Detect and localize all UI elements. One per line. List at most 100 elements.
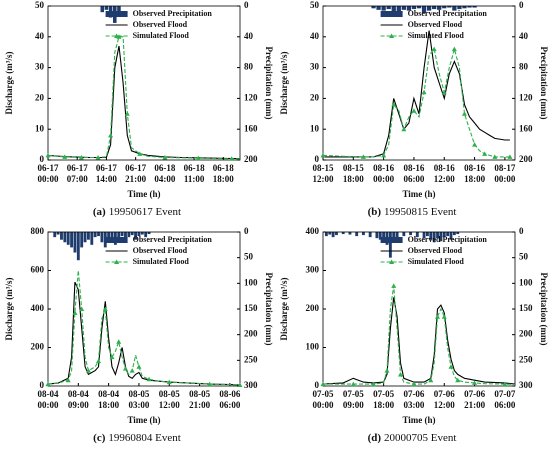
sim-marker bbox=[129, 368, 135, 373]
precip-bar bbox=[422, 232, 426, 239]
precip-bar bbox=[137, 232, 141, 237]
y2-tick-label: 200 bbox=[519, 329, 533, 339]
sim-marker bbox=[360, 154, 366, 159]
sim-marker bbox=[195, 155, 201, 161]
y2-tick-label: 160 bbox=[519, 123, 533, 133]
y-axis-title: Discharge (m³/s) bbox=[279, 278, 289, 341]
precip-bar bbox=[86, 232, 90, 240]
precip-bar bbox=[60, 232, 63, 240]
sim-marker bbox=[492, 154, 498, 159]
sim-marker bbox=[45, 381, 51, 387]
sim-marker bbox=[162, 155, 168, 160]
plot-frame bbox=[47, 5, 241, 161]
sim-marker bbox=[122, 366, 128, 371]
legend-label: Observed Precipitation bbox=[133, 235, 213, 244]
precip-bar bbox=[341, 232, 345, 235]
y2-tick-label: 0 bbox=[519, 0, 524, 10]
caption: (a) 19950617 Event bbox=[93, 206, 181, 218]
sim-marker bbox=[79, 306, 85, 311]
panel-label: (b) bbox=[368, 206, 382, 218]
sim-marker bbox=[229, 156, 235, 161]
y2-tick-label: 200 bbox=[244, 154, 258, 164]
y-axis-title: Discharge (m³/s) bbox=[4, 52, 14, 115]
x-tick-label: 08-15 12:00 bbox=[313, 163, 334, 184]
precip-bar bbox=[73, 232, 77, 253]
precip-bar bbox=[396, 6, 401, 12]
precip-bar bbox=[402, 232, 406, 237]
precip-bar bbox=[335, 232, 338, 236]
simulated-line bbox=[323, 285, 516, 386]
sim-marker bbox=[62, 154, 68, 159]
precip-bar bbox=[446, 232, 450, 237]
panel: 0 200 400 600 800 0 50 100 150 200 250 300 08-04 00:0… bbox=[4, 226, 274, 443]
y-tick-label: 800 bbox=[31, 226, 45, 236]
sim-marker bbox=[381, 152, 387, 158]
y2-tick-label: 300 bbox=[244, 380, 258, 390]
legend-label: Simulated Flood bbox=[408, 257, 465, 266]
y-tick-label: 30 bbox=[310, 62, 320, 72]
y-tick-label: 10 bbox=[35, 123, 45, 133]
precip-bar bbox=[97, 232, 100, 237]
y2-axis-title: Precipitation (mm) bbox=[539, 46, 549, 119]
y-tick-label: 400 bbox=[31, 303, 45, 313]
precip-bar bbox=[324, 232, 328, 237]
x-tick-label: 07-06 03:00 bbox=[403, 389, 424, 410]
x-tick-label: 07-05 00:00 bbox=[313, 389, 334, 410]
precip-bar bbox=[452, 6, 457, 11]
sim-marker bbox=[166, 379, 172, 385]
y-tick-label: 0 bbox=[315, 380, 320, 390]
x-tick-label: 07-06 12:00 bbox=[434, 389, 455, 410]
sim-marker bbox=[472, 142, 478, 147]
precip-bar bbox=[452, 232, 456, 236]
y2-tick-label: 250 bbox=[519, 354, 533, 364]
legend-marker bbox=[114, 33, 120, 38]
y-tick-label: 40 bbox=[310, 31, 320, 41]
caption: (c) 19960804 Event bbox=[93, 432, 181, 444]
x-tick-label: 06-17 07:00 bbox=[67, 163, 88, 184]
y-tick-label: 100 bbox=[306, 342, 320, 352]
x-tick-label: 06-17 00:00 bbox=[38, 163, 59, 184]
y-tick-label: 0 bbox=[315, 154, 320, 164]
y2-axis-title: Precipitation (mm) bbox=[264, 272, 274, 345]
legend-label: Observed Flood bbox=[408, 20, 463, 29]
sim-marker bbox=[391, 283, 397, 288]
y-tick-label: 50 bbox=[310, 0, 320, 10]
precip-bar bbox=[348, 232, 352, 235]
precip-bar bbox=[432, 232, 436, 243]
legend-label: Observed Flood bbox=[408, 246, 463, 255]
y-tick-label: 10 bbox=[310, 123, 320, 133]
y-axis-title: Discharge (m³/s) bbox=[279, 52, 289, 115]
sim-marker bbox=[137, 151, 143, 156]
precip-bar bbox=[368, 232, 372, 238]
sim-marker bbox=[448, 364, 454, 369]
precip-bar bbox=[378, 232, 382, 240]
precip-bar bbox=[409, 232, 413, 236]
precip-bar bbox=[100, 232, 104, 243]
observed-line bbox=[47, 281, 241, 386]
x-tick-label: 08-16 18:00 bbox=[464, 163, 485, 184]
sim-marker bbox=[451, 46, 457, 52]
precip-bar bbox=[130, 232, 134, 236]
precip-bar bbox=[120, 232, 124, 237]
caption-text: 19960804 Event bbox=[108, 432, 180, 444]
sim-marker bbox=[384, 368, 390, 373]
y2-tick-label: 0 bbox=[244, 226, 249, 236]
legend-label: Simulated Flood bbox=[408, 31, 465, 40]
caption-text: 20000705 Event bbox=[384, 432, 456, 444]
sim-marker bbox=[350, 381, 356, 387]
precip-bar bbox=[416, 6, 422, 9]
sim-marker bbox=[237, 382, 243, 388]
panel-label: (a) bbox=[93, 206, 106, 218]
y-tick-label: 50 bbox=[35, 0, 45, 10]
precip-bar bbox=[140, 232, 144, 235]
sim-marker bbox=[431, 46, 437, 52]
sim-marker bbox=[45, 152, 51, 158]
precip-bar bbox=[415, 232, 419, 238]
sim-marker bbox=[109, 354, 115, 360]
sim-marker bbox=[435, 314, 441, 319]
sim-marker bbox=[108, 132, 114, 138]
precip-bar bbox=[426, 6, 432, 11]
sim-marker bbox=[441, 314, 447, 319]
y2-tick-label: 200 bbox=[244, 329, 258, 339]
y-tick-label: 30 bbox=[35, 62, 45, 72]
